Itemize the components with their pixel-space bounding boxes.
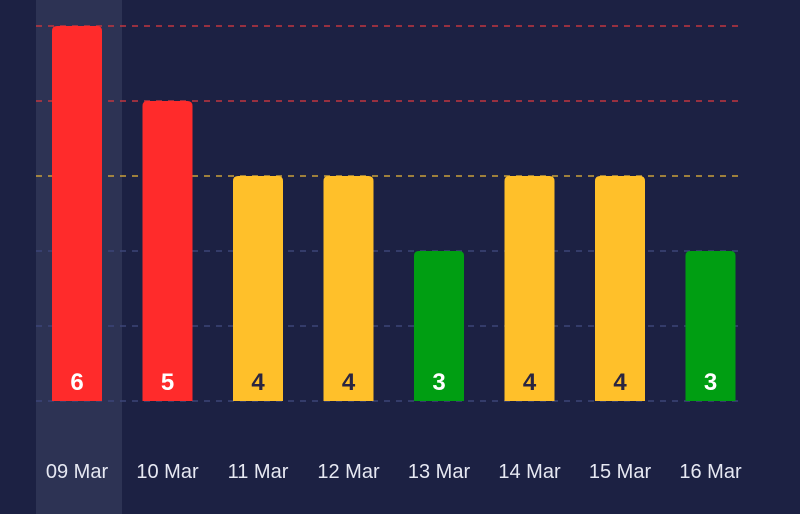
bar-16-mar[interactable] <box>685 251 736 401</box>
bar-value-label: 5 <box>161 369 174 396</box>
x-tick-label: 09 Mar <box>46 461 109 483</box>
bar-10-mar[interactable] <box>142 101 193 401</box>
bar-12-mar[interactable] <box>323 176 374 401</box>
bar-13-mar[interactable] <box>414 251 464 401</box>
x-tick-label: 12 Mar <box>317 461 380 483</box>
bar-value-label: 4 <box>523 369 537 396</box>
bar-15-mar[interactable] <box>595 176 645 401</box>
x-tick-label: 11 Mar <box>228 461 289 483</box>
x-tick-label: 16 Mar <box>679 461 742 483</box>
bar-value-label: 6 <box>70 369 83 396</box>
bar-09-mar[interactable] <box>52 26 102 401</box>
x-tick-label: 10 Mar <box>136 461 199 483</box>
bar-11-mar[interactable] <box>233 176 283 401</box>
x-tick-label: 13 Mar <box>408 461 471 483</box>
bar-14-mar[interactable] <box>504 176 555 401</box>
x-tick-label: 15 Mar <box>589 461 652 483</box>
bar-value-label: 4 <box>251 369 265 396</box>
x-tick-label: 14 Mar <box>498 461 561 483</box>
bar-value-label: 3 <box>704 369 717 396</box>
bar-value-label: 4 <box>613 369 627 396</box>
bar-value-label: 3 <box>432 369 445 396</box>
bar-value-label: 4 <box>342 369 356 396</box>
